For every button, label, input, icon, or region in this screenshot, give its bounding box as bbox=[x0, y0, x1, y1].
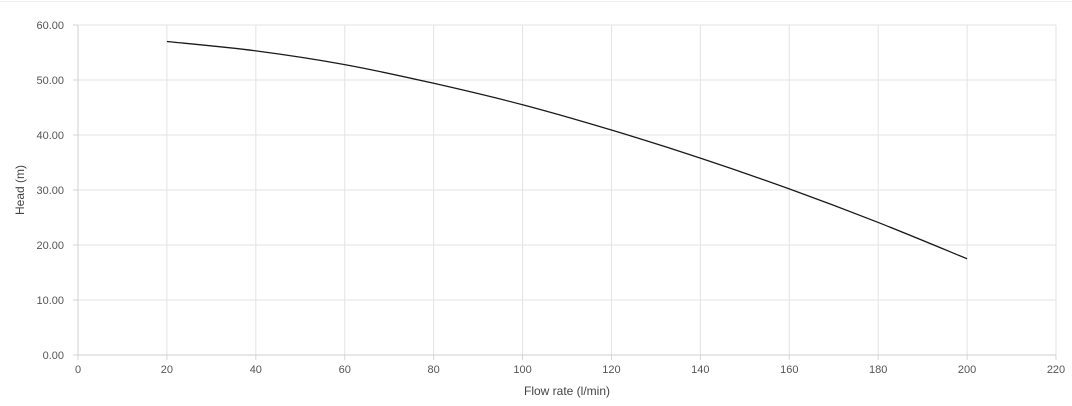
y-tick-labels: 0.00 10.00 20.00 30.00 40.00 50.00 60.00 bbox=[36, 20, 64, 362]
x-tick-label: 200 bbox=[958, 364, 976, 376]
x-tick-label: 60 bbox=[339, 364, 351, 376]
y-tick-label: 0.00 bbox=[43, 350, 64, 362]
y-tick-label: 60.00 bbox=[36, 20, 64, 32]
x-axis-title: Flow rate (l/min) bbox=[524, 384, 610, 398]
x-tick-label: 80 bbox=[428, 364, 440, 376]
x-tick-label: 0 bbox=[75, 364, 81, 376]
top-divider bbox=[0, 1, 1072, 2]
x-tick-label: 160 bbox=[780, 364, 798, 376]
x-tick-label: 120 bbox=[602, 364, 620, 376]
x-tick-label: 140 bbox=[691, 364, 709, 376]
series-line bbox=[166, 40, 968, 260]
y-tick-label: 50.00 bbox=[36, 75, 64, 87]
grid-lines bbox=[78, 24, 1057, 355]
y-axis-title: Head (m) bbox=[13, 165, 27, 215]
x-tick-label: 180 bbox=[869, 364, 887, 376]
y-tick-label: 10.00 bbox=[36, 295, 64, 307]
y-tick-label: 30.00 bbox=[36, 185, 64, 197]
y-tick-label: 40.00 bbox=[36, 130, 64, 142]
x-tick-label: 100 bbox=[513, 364, 531, 376]
series-group bbox=[166, 40, 968, 260]
y-tick-label: 20.00 bbox=[36, 240, 64, 252]
x-tick-label: 20 bbox=[161, 364, 173, 376]
x-tick-label: 40 bbox=[250, 364, 262, 376]
x-tick-labels: 0 20 40 60 80 100 120 140 160 180 200 220 bbox=[75, 364, 1065, 376]
axes bbox=[73, 24, 1057, 360]
x-tick-label: 220 bbox=[1047, 364, 1065, 376]
